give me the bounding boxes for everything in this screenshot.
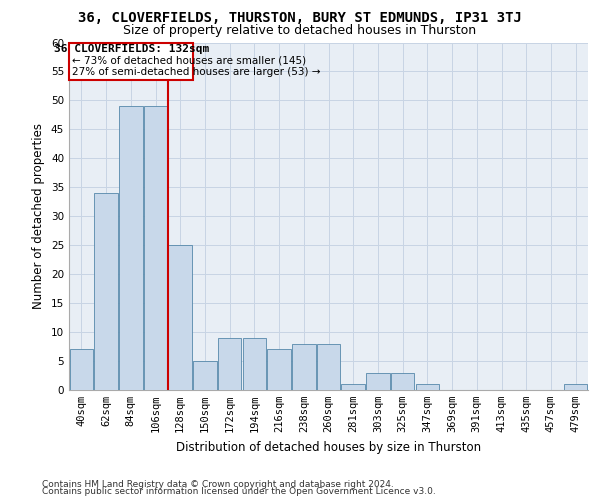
Text: ← 73% of detached houses are smaller (145): ← 73% of detached houses are smaller (14… [73, 56, 307, 66]
Text: Size of property relative to detached houses in Thurston: Size of property relative to detached ho… [124, 24, 476, 37]
Text: 27% of semi-detached houses are larger (53) →: 27% of semi-detached houses are larger (… [73, 67, 321, 77]
Bar [317, 344, 340, 390]
Bar [416, 384, 439, 390]
X-axis label: Distribution of detached houses by size in Thurston: Distribution of detached houses by size … [176, 440, 481, 454]
Bar [292, 344, 316, 390]
Text: Contains public sector information licensed under the Open Government Licence v3: Contains public sector information licen… [42, 488, 436, 496]
Bar [70, 350, 93, 390]
Bar [242, 338, 266, 390]
Bar [144, 106, 167, 390]
Text: 36, CLOVERFIELDS, THURSTON, BURY ST EDMUNDS, IP31 3TJ: 36, CLOVERFIELDS, THURSTON, BURY ST EDMU… [78, 11, 522, 25]
Bar [169, 245, 192, 390]
Bar [218, 338, 241, 390]
Bar [564, 384, 587, 390]
Bar [94, 193, 118, 390]
Text: Contains HM Land Registry data © Crown copyright and database right 2024.: Contains HM Land Registry data © Crown c… [42, 480, 394, 489]
Bar [193, 361, 217, 390]
Bar [119, 106, 143, 390]
Bar [366, 372, 389, 390]
Text: 36 CLOVERFIELDS: 132sqm: 36 CLOVERFIELDS: 132sqm [53, 44, 209, 54]
Bar [268, 350, 291, 390]
Y-axis label: Number of detached properties: Number of detached properties [32, 123, 46, 309]
Bar [341, 384, 365, 390]
Bar [70, 42, 193, 80]
Bar [391, 372, 415, 390]
